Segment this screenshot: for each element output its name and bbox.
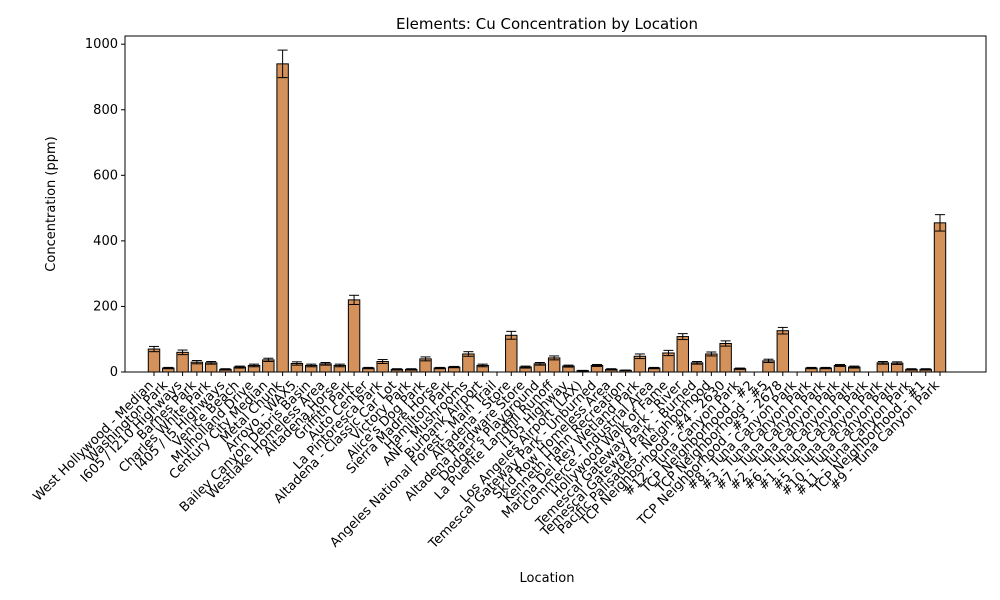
error-bar: [677, 333, 688, 341]
x-axis-label: Location: [520, 571, 575, 586]
error-bar: [206, 361, 217, 365]
error-bar: [634, 353, 645, 360]
error-bar: [592, 363, 603, 367]
error-bar: [234, 365, 245, 369]
bar: [176, 351, 189, 373]
error-bar: [449, 365, 460, 369]
bar: [776, 330, 790, 373]
error-bars-group: [149, 49, 945, 372]
error-bar: [563, 364, 574, 368]
bar: [705, 353, 718, 373]
error-bar: [377, 359, 388, 364]
error-bar: [763, 358, 774, 363]
error-bar: [506, 330, 517, 340]
error-bar: [463, 351, 474, 357]
error-bar: [649, 366, 660, 370]
error-bar: [320, 361, 331, 366]
error-bar: [220, 368, 231, 371]
error-bar: [477, 363, 488, 368]
bar: [147, 348, 161, 373]
error-bar: [349, 294, 360, 305]
error-bar: [892, 361, 903, 365]
bar: [347, 299, 361, 373]
bar: [719, 342, 732, 373]
error-bar: [920, 368, 931, 371]
error-bar: [834, 363, 845, 367]
error-bar: [434, 366, 445, 370]
error-bar: [306, 363, 317, 368]
error-bar: [163, 366, 174, 370]
bar: [505, 334, 518, 373]
error-bar: [334, 363, 345, 368]
error-bar: [363, 366, 374, 370]
error-bar: [706, 351, 717, 357]
error-bar: [249, 363, 260, 368]
error-bar: [277, 49, 288, 79]
error-bar: [734, 367, 745, 370]
y-tick-label: 200: [93, 299, 118, 314]
error-bar: [520, 365, 531, 369]
error-bar: [849, 365, 860, 369]
error-bar: [191, 360, 202, 365]
error-bar: [406, 368, 417, 371]
error-bar: [291, 361, 302, 366]
error-bar: [935, 214, 945, 232]
y-tick-label: 600: [93, 168, 118, 183]
y-tick-label: 1000: [85, 37, 118, 52]
error-bar: [692, 361, 703, 365]
bar: [676, 336, 689, 373]
error-bar: [906, 368, 917, 371]
error-bar: [577, 369, 588, 372]
bars-group: [147, 63, 947, 373]
error-bar: [534, 361, 545, 366]
error-bar: [177, 349, 188, 356]
bar: [933, 222, 947, 373]
bar: [276, 63, 289, 373]
chart-title: Elements: Cu Concentration by Location: [396, 15, 698, 33]
error-bar: [663, 349, 674, 357]
plot-area-frame: [124, 35, 987, 373]
error-bar: [620, 369, 631, 372]
error-bar: [806, 366, 817, 370]
error-bar: [777, 326, 788, 335]
x-tick-label: West Hollywood - Median: [30, 378, 156, 504]
error-bar: [149, 345, 159, 353]
error-bar: [877, 361, 888, 365]
y-axis-label: Concentration (ppm): [44, 136, 59, 271]
y-tick-label: 0: [110, 365, 118, 380]
error-bar: [606, 368, 617, 371]
error-bar: [720, 340, 731, 347]
error-bar: [549, 355, 560, 361]
error-bar: [820, 366, 831, 370]
y-tick-label: 400: [93, 234, 118, 249]
y-axis-ticks: 0 200 400 600 800 1000: [85, 37, 125, 380]
error-bar: [391, 368, 402, 371]
y-tick-label: 800: [93, 103, 118, 118]
error-bar: [420, 356, 431, 362]
error-bar: [263, 357, 274, 363]
